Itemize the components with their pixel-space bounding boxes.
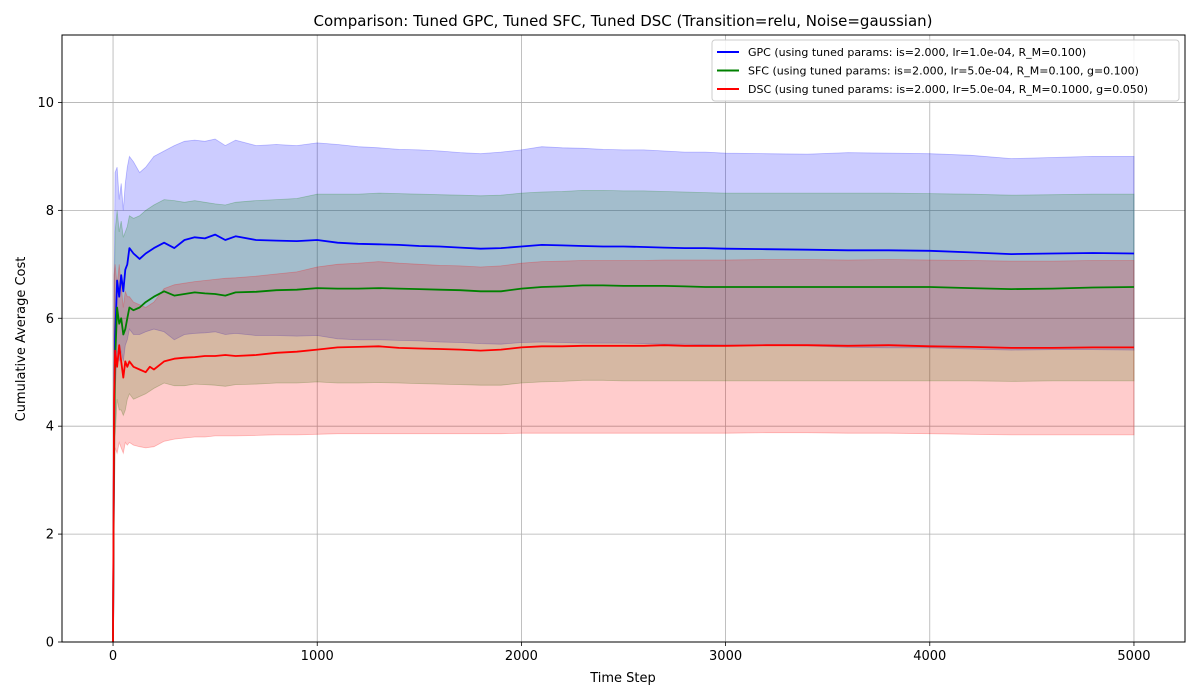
y-tick-label: 10 <box>37 96 54 111</box>
x-axis-ticks: 0 1000 2000 3000 4000 5000 <box>109 642 1151 664</box>
x-tick-label: 1000 <box>301 649 334 664</box>
legend: GPC (using tuned params: is=2.000, lr=1.… <box>711 39 1180 102</box>
gpc-mean-line <box>112 233 1135 643</box>
y-tick-label: 4 <box>46 420 54 435</box>
y-tick-label: 6 <box>46 312 54 327</box>
x-tick-label: 5000 <box>1117 649 1150 664</box>
x-tick-label: 2000 <box>505 649 538 664</box>
legend-box <box>711 39 1180 102</box>
plot-frame <box>61 34 1186 643</box>
x-tick-label: 3000 <box>709 649 742 664</box>
series-lines <box>112 233 1135 643</box>
confidence-bands <box>112 138 1135 643</box>
x-axis-label: Time Step <box>589 671 656 686</box>
chart-title: Comparison: Tuned GPC, Tuned SFC, Tuned … <box>313 12 932 30</box>
sfc-mean-line <box>112 284 1135 643</box>
sfc-legend-label: SFC (using tuned params: is=2.000, lr=5.… <box>748 65 1139 78</box>
y-tick-label: 2 <box>46 528 54 543</box>
dsc-mean-line <box>112 344 1134 643</box>
x-tick-label: 4000 <box>913 649 946 664</box>
y-axis-ticks: 0 2 4 6 8 10 <box>37 96 62 651</box>
y-axis-label: Cumulative Average Cost <box>14 257 29 422</box>
x-tick-label: 0 <box>109 649 117 664</box>
dsc-legend-label: DSC (using tuned params: is=2.000, lr=5.… <box>748 83 1148 96</box>
y-tick-label: 0 <box>46 636 54 651</box>
gpc-legend-label: GPC (using tuned params: is=2.000, lr=1.… <box>748 46 1086 59</box>
y-tick-label: 8 <box>46 204 54 219</box>
